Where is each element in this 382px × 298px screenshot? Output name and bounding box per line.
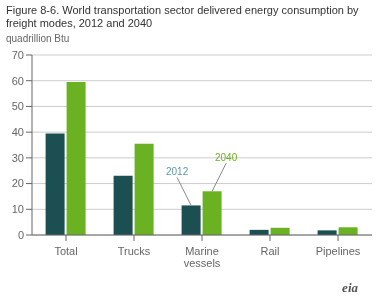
html-text:Figure 8-6. World transportati: Figure 8-6. World transportation sector …	[6, 4, 359, 29]
svg-text:2040: 2040	[215, 152, 238, 163]
svg-text:40: 40	[12, 126, 24, 138]
svg-text:Total: Total	[54, 245, 77, 257]
svg-text:20: 20	[12, 177, 24, 189]
svg-text:60: 60	[12, 75, 24, 87]
svg-text:Trucks: Trucks	[118, 245, 151, 257]
svg-text:Rail: Rail	[261, 245, 280, 257]
svg-text:70: 70	[12, 49, 24, 61]
svg-text:2012: 2012	[166, 166, 189, 177]
svg-text:30: 30	[12, 152, 24, 164]
svg-text:0: 0	[18, 229, 24, 241]
svg-text:Pipelines: Pipelines	[316, 245, 361, 257]
svg-text:10: 10	[12, 203, 24, 215]
html-text:eia: eia	[342, 280, 358, 295]
html-text:quadrillion Btu: quadrillion Btu	[6, 33, 70, 44]
svg-text:50: 50	[12, 100, 24, 112]
svg-text:Marinevessels: Marinevessels	[184, 245, 221, 267]
